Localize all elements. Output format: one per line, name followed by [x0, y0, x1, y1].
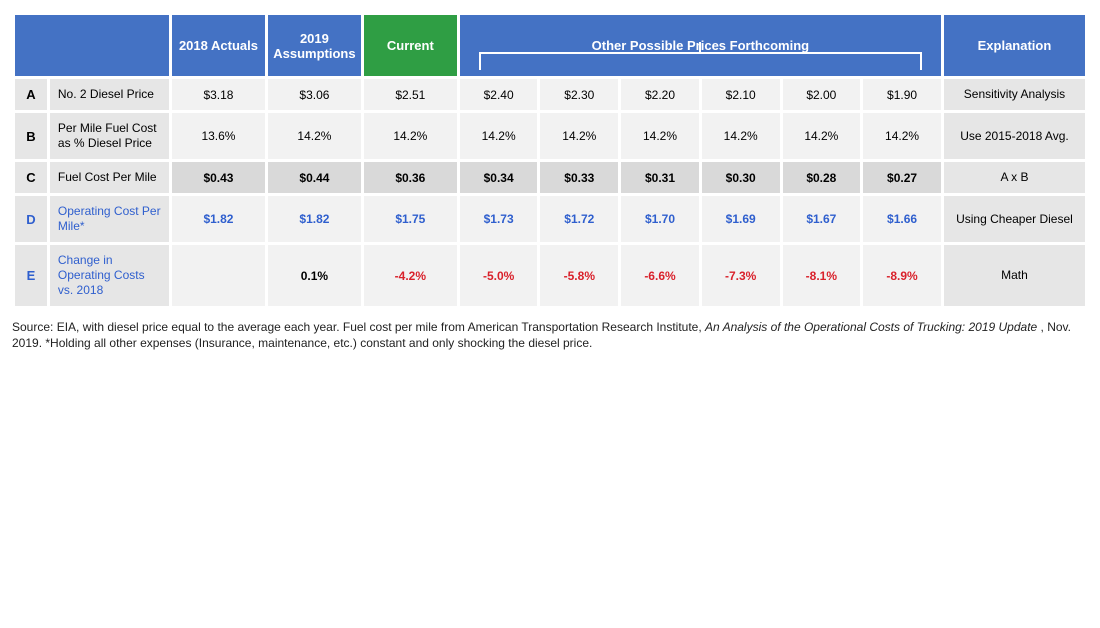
row-letter: C — [14, 161, 49, 195]
table-row: EChange in Operating Costs vs. 20180.1%-… — [14, 244, 1087, 308]
cell-assumptions: $3.06 — [266, 78, 362, 112]
cell-other: $1.72 — [539, 195, 620, 244]
source-footnote: Source: EIA, with diesel price equal to … — [12, 319, 1088, 351]
cell-other: 14.2% — [700, 112, 781, 161]
cell-other: $1.70 — [620, 195, 701, 244]
header-blank — [14, 14, 171, 78]
cell-other: 14.2% — [781, 112, 862, 161]
cell-other: $0.31 — [620, 161, 701, 195]
cell-other: -8.1% — [781, 244, 862, 308]
cell-other: $1.73 — [458, 195, 539, 244]
cell-other: 14.2% — [862, 112, 943, 161]
cell-other: $0.27 — [862, 161, 943, 195]
cell-other: -5.0% — [458, 244, 539, 308]
row-label: No. 2 Diesel Price — [48, 78, 170, 112]
cell-assumptions: 0.1% — [266, 244, 362, 308]
cell-explanation: Use 2015-2018 Avg. — [942, 112, 1086, 161]
cell-other: $2.40 — [458, 78, 539, 112]
header-other-prices: Other Possible Prices Forthcoming — [458, 14, 942, 78]
cell-explanation: Using Cheaper Diesel — [942, 195, 1086, 244]
cell-assumptions: $1.82 — [266, 195, 362, 244]
cell-other: $0.28 — [781, 161, 862, 195]
cell-current: $1.75 — [362, 195, 458, 244]
header-current: Current — [362, 14, 458, 78]
header-row: 2018 Actuals 2019 Assumptions Current Ot… — [14, 14, 1087, 78]
cell-actuals: $1.82 — [171, 195, 267, 244]
cell-actuals: $3.18 — [171, 78, 267, 112]
cell-other: $1.67 — [781, 195, 862, 244]
row-letter: D — [14, 195, 49, 244]
row-label: Per Mile Fuel Cost as % Diesel Price — [48, 112, 170, 161]
cell-other: -6.6% — [620, 244, 701, 308]
cell-explanation: A x B — [942, 161, 1086, 195]
cell-other: $2.00 — [781, 78, 862, 112]
source-pre: Source: EIA, with diesel price equal to … — [12, 320, 705, 334]
bracket-icon — [479, 52, 922, 70]
cell-other: $0.33 — [539, 161, 620, 195]
cell-assumptions: 14.2% — [266, 112, 362, 161]
header-actuals: 2018 Actuals — [171, 14, 267, 78]
cell-explanation: Math — [942, 244, 1086, 308]
header-assumptions: 2019 Assumptions — [266, 14, 362, 78]
row-letter: E — [14, 244, 49, 308]
cell-other: $2.10 — [700, 78, 781, 112]
cell-current: -4.2% — [362, 244, 458, 308]
cell-assumptions: $0.44 — [266, 161, 362, 195]
cell-other: 14.2% — [620, 112, 701, 161]
cell-other: -7.3% — [700, 244, 781, 308]
cell-other: -5.8% — [539, 244, 620, 308]
cell-actuals — [171, 244, 267, 308]
cell-other: 14.2% — [458, 112, 539, 161]
cell-other: $1.90 — [862, 78, 943, 112]
cell-other: -8.9% — [862, 244, 943, 308]
table-row: DOperating Cost Per Mile*$1.82$1.82$1.75… — [14, 195, 1087, 244]
table-row: CFuel Cost Per Mile$0.43$0.44$0.36$0.34$… — [14, 161, 1087, 195]
cell-other: $1.69 — [700, 195, 781, 244]
row-label: Fuel Cost Per Mile — [48, 161, 170, 195]
cell-other: $0.34 — [458, 161, 539, 195]
row-letter: A — [14, 78, 49, 112]
cell-other: 14.2% — [539, 112, 620, 161]
cell-other: $1.66 — [862, 195, 943, 244]
cell-explanation: Sensitivity Analysis — [942, 78, 1086, 112]
cell-actuals: 13.6% — [171, 112, 267, 161]
cell-other: $2.30 — [539, 78, 620, 112]
cell-current: $0.36 — [362, 161, 458, 195]
header-explanation: Explanation — [942, 14, 1086, 78]
row-label: Change in Operating Costs vs. 2018 — [48, 244, 170, 308]
table-row: BPer Mile Fuel Cost as % Diesel Price13.… — [14, 112, 1087, 161]
cell-current: $2.51 — [362, 78, 458, 112]
source-title: An Analysis of the Operational Costs of … — [705, 320, 1037, 334]
cell-current: 14.2% — [362, 112, 458, 161]
row-label: Operating Cost Per Mile* — [48, 195, 170, 244]
row-letter: B — [14, 112, 49, 161]
table-row: ANo. 2 Diesel Price$3.18$3.06$2.51$2.40$… — [14, 78, 1087, 112]
cell-other: $2.20 — [620, 78, 701, 112]
cell-other: $0.30 — [700, 161, 781, 195]
cell-actuals: $0.43 — [171, 161, 267, 195]
sensitivity-analysis-table: 2018 Actuals 2019 Assumptions Current Ot… — [12, 12, 1088, 309]
